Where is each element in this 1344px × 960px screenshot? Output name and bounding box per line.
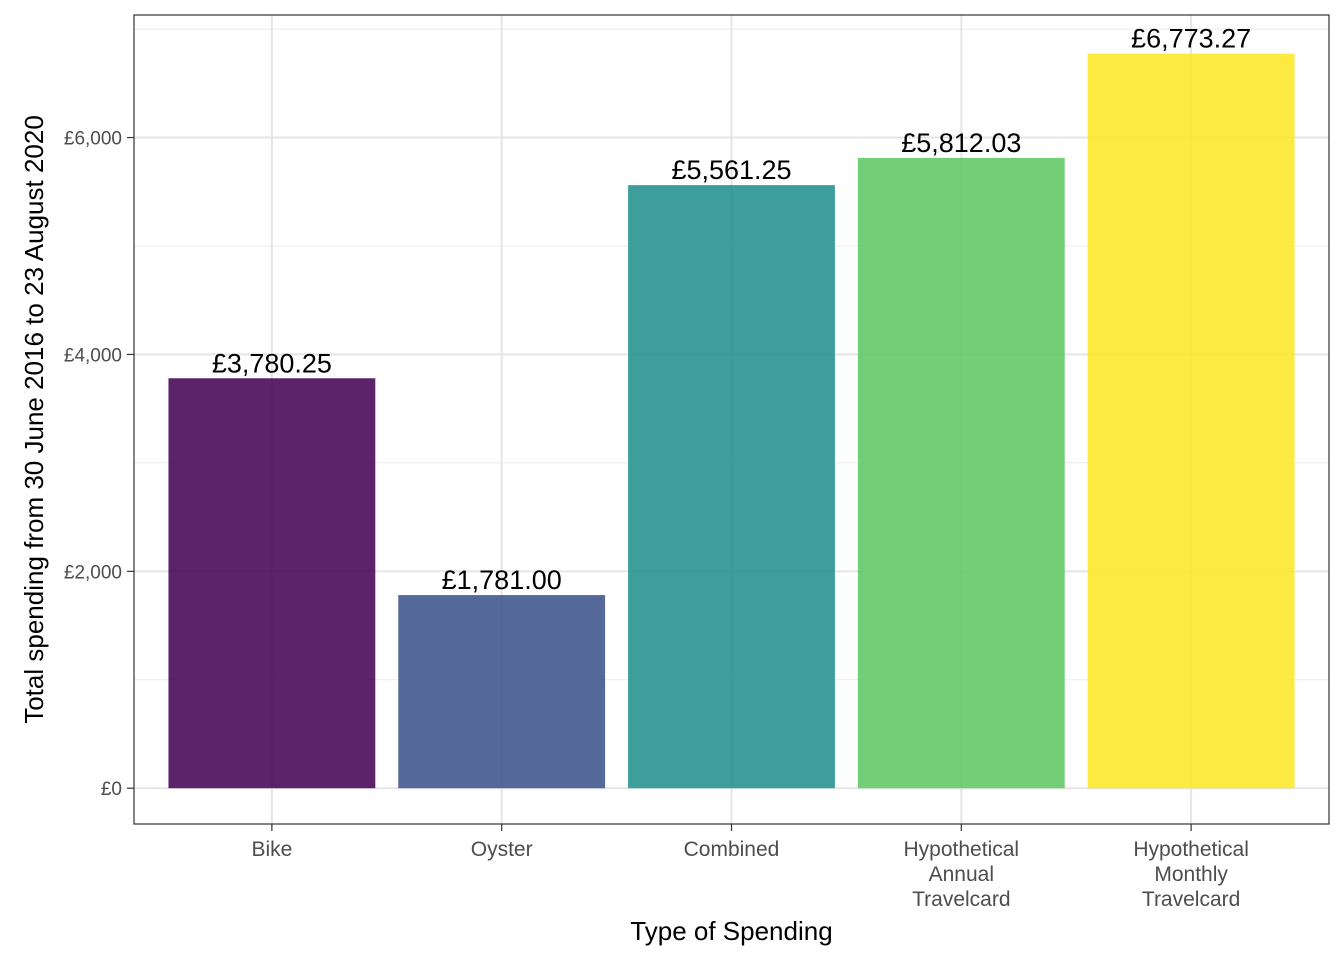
- bar-value-label: £6,773.27: [1131, 24, 1251, 54]
- y-tick-label: £2,000: [64, 562, 122, 583]
- x-tick-label-line: Annual: [929, 863, 994, 886]
- y-axis-title: Total spending from 30 June 2016 to 23 A…: [19, 115, 49, 724]
- y-tick-label: £6,000: [64, 129, 122, 150]
- x-tick-label: Bike: [251, 838, 292, 861]
- bar: [168, 378, 376, 789]
- x-tick-label: Hypothetical Annual Travelcard: [904, 838, 1020, 911]
- x-tick-label-line: Monthly: [1154, 863, 1228, 886]
- x-tick-label-line: Bike: [251, 838, 292, 861]
- x-tick-label-line: Combined: [684, 838, 780, 861]
- bar-value-label: £3,780.25: [212, 348, 332, 378]
- x-tick-label: Combined: [684, 838, 780, 861]
- bar-value-label: £5,561.25: [671, 155, 791, 185]
- bar: [628, 185, 835, 789]
- bar: [857, 157, 1065, 789]
- axes: £0 £2,000 £4,000 £6,000 Bike Oyster Combined Hy…: [64, 129, 1249, 911]
- x-tick-label-line: Hypothetical: [904, 838, 1020, 861]
- x-tick-label-line: Travelcard: [1142, 888, 1240, 911]
- y-tick-label: £4,000: [64, 345, 122, 366]
- bar-value-label: £5,812.03: [901, 128, 1021, 158]
- x-tick-label-line: Oyster: [471, 838, 533, 861]
- bar: [1087, 53, 1295, 789]
- x-tick-label: Oyster: [471, 838, 533, 861]
- bar: [398, 595, 606, 789]
- bar-value-label: £1,781.00: [442, 565, 562, 595]
- y-tick-label: £0: [101, 779, 122, 800]
- x-tick-label-line: Travelcard: [912, 888, 1010, 911]
- x-tick-label-line: Hypothetical: [1133, 838, 1249, 861]
- data-labels: £3,780.25 £1,781.00 £5,561.25 £5,812.03 £6,7…: [212, 24, 1251, 595]
- bars: [168, 53, 1295, 789]
- x-tick-label: Hypothetical Monthly Travelcard: [1133, 838, 1249, 911]
- x-axis-title: Type of Spending: [630, 916, 832, 946]
